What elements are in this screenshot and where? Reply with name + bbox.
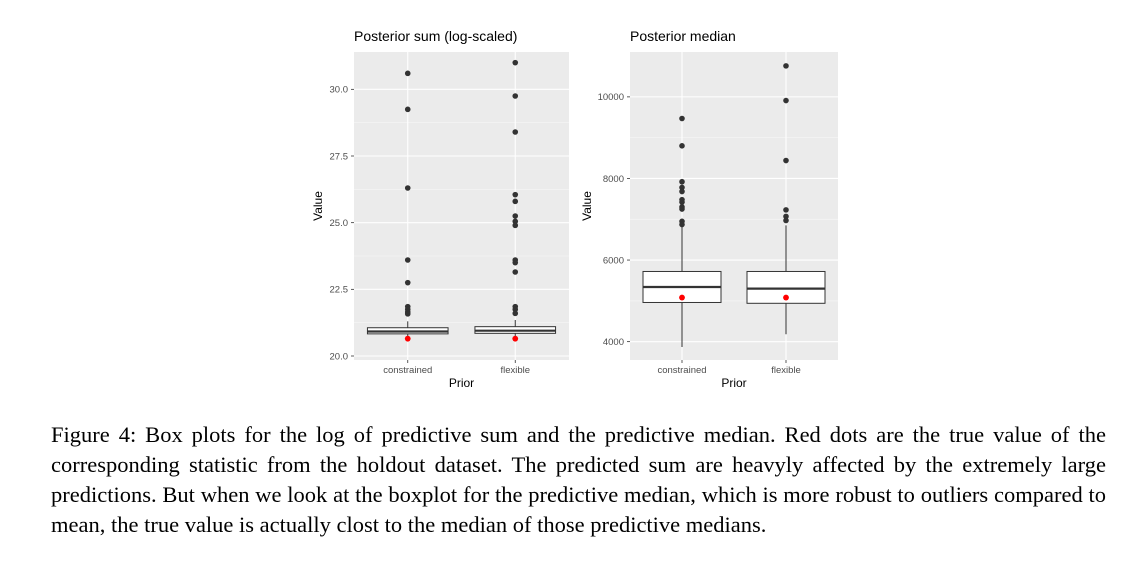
- outlier-point: [404, 185, 411, 191]
- true-value-point: [404, 335, 411, 342]
- true-value-point: [512, 335, 519, 342]
- outlier-point: [404, 257, 411, 263]
- plot-panel-background: [630, 52, 838, 360]
- outlier-point: [512, 218, 519, 225]
- figure-plots: 20.0 22.5 25.0 27.5 30.0 constrained flexible P…: [311, 28, 838, 390]
- outlier-point: [512, 93, 519, 99]
- outlier-point: [404, 311, 411, 317]
- outlier-point: [679, 184, 685, 191]
- y-tick-label: 10000: [598, 92, 624, 103]
- chart-title: Posterior median: [630, 28, 736, 44]
- outlier-point: [512, 129, 519, 135]
- outlier-point: [512, 269, 519, 275]
- y-tick-label: 20.0: [330, 351, 349, 362]
- outlier-point: [512, 59, 519, 66]
- outlier-point: [783, 157, 789, 164]
- outlier-point: [404, 106, 411, 113]
- outlier-point: [512, 191, 519, 198]
- box-flexible: [474, 59, 557, 342]
- x-tick-label: constrained: [657, 365, 706, 376]
- x-tick-label: constrained: [383, 365, 432, 376]
- x-tick-label: flexible: [771, 365, 801, 376]
- outlier-point: [783, 213, 789, 220]
- box-flexible: [746, 63, 826, 335]
- outlier-point: [783, 217, 789, 224]
- outlier-point: [679, 178, 685, 185]
- y-tick-label: 6000: [603, 255, 624, 266]
- y-tick-label: 30.0: [330, 85, 349, 96]
- x-tick-label: flexible: [500, 365, 530, 376]
- x-axis-label: Prior: [721, 376, 746, 390]
- outlier-point: [679, 188, 685, 195]
- outlier-point: [679, 115, 685, 122]
- outlier-point: [404, 279, 411, 286]
- chart-title: Posterior sum (log-scaled): [354, 28, 517, 44]
- y-axis-label: Value: [311, 191, 325, 221]
- outlier-point: [679, 143, 685, 149]
- outlier-point: [512, 222, 519, 229]
- y-axis-label: Value: [580, 191, 594, 221]
- outlier-point: [679, 221, 685, 228]
- y-tick-label: 8000: [603, 174, 624, 185]
- outlier-point: [512, 198, 519, 205]
- outlier-point: [512, 259, 519, 266]
- outlier-point: [783, 63, 789, 69]
- figure-caption: Figure 4: Box plots for the log of predi…: [51, 422, 1106, 537]
- outlier-point: [512, 310, 519, 317]
- x-axis-label: Prior: [449, 376, 474, 390]
- y-tick-label: 27.5: [330, 151, 349, 162]
- outlier-point: [404, 70, 411, 77]
- outlier-point: [679, 199, 685, 205]
- chart-panel-1: 20.0 22.5 25.0 27.5 30.0 constrained flexible P…: [311, 28, 569, 390]
- y-tick-label: 25.0: [330, 218, 349, 229]
- chart-panel-2: 4000 6000 8000 10000 constrained flexible Post…: [580, 28, 838, 390]
- true-value-point: [679, 294, 685, 301]
- plot-panel-background: [354, 52, 569, 360]
- y-tick-label: 22.5: [330, 285, 349, 296]
- outlier-point: [783, 207, 789, 213]
- outlier-point: [783, 97, 789, 104]
- outlier-point: [679, 206, 685, 212]
- outlier-point: [512, 306, 519, 313]
- box-constrained: [642, 115, 722, 347]
- box-constrained: [366, 70, 449, 342]
- y-tick-label: 4000: [603, 337, 624, 348]
- true-value-point: [783, 294, 789, 301]
- outlier-point: [512, 213, 519, 219]
